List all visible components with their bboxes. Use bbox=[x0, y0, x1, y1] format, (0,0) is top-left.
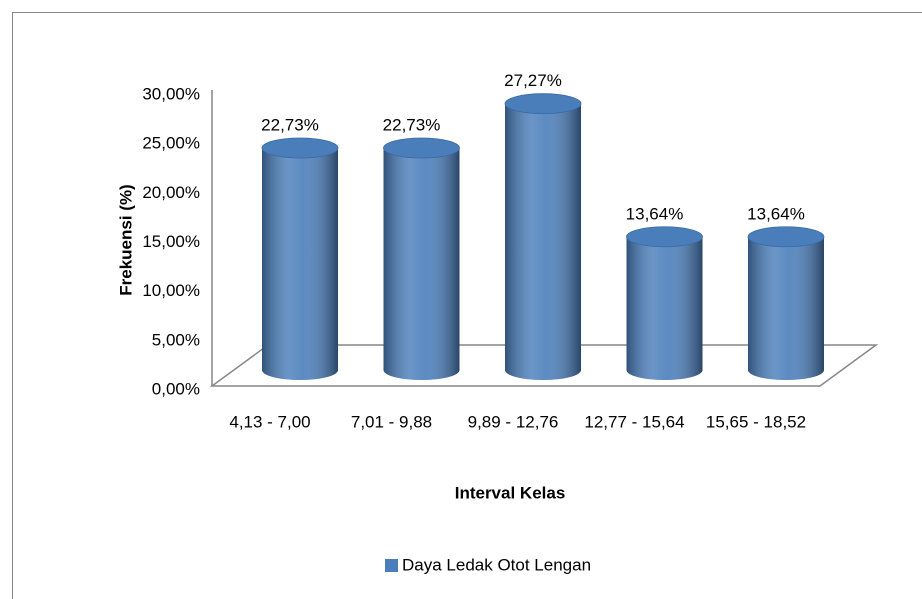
y-tick-label: 0,00% bbox=[152, 379, 200, 398]
data-label: 13,64% bbox=[747, 204, 805, 223]
legend-swatch bbox=[385, 559, 398, 572]
bar-top bbox=[261, 137, 339, 159]
y-tick-label: 10,00% bbox=[142, 281, 200, 300]
bar-shade bbox=[505, 103, 581, 381]
y-tick-label: 30,00% bbox=[142, 84, 200, 103]
x-tick-label: 9,89 - 12,76 bbox=[468, 412, 559, 431]
y-tick-label: 25,00% bbox=[142, 134, 200, 153]
y-tick-label: 5,00% bbox=[152, 330, 200, 349]
bar-top bbox=[747, 226, 825, 248]
data-label: 13,64% bbox=[626, 204, 684, 223]
data-label: 22,73% bbox=[383, 115, 441, 134]
data-label: 27,27% bbox=[504, 71, 562, 90]
legend-label: Daya Ledak Otot Lengan bbox=[402, 555, 591, 574]
bar-shade bbox=[262, 148, 338, 380]
y-tick-label: 20,00% bbox=[142, 183, 200, 202]
bar-top bbox=[504, 93, 582, 115]
y-axis-title: Frekuensi (%) bbox=[116, 184, 135, 295]
x-tick-label: 12,77 - 15,64 bbox=[584, 412, 684, 431]
bar-shade bbox=[383, 148, 460, 380]
data-label: 22,73% bbox=[261, 115, 319, 134]
x-tick-label: 15,65 - 18,52 bbox=[706, 412, 806, 431]
y-tick-label: 15,00% bbox=[142, 232, 200, 251]
bar-shade bbox=[748, 236, 824, 380]
bar-shade bbox=[626, 236, 703, 380]
x-tick-label: 4,13 - 7,00 bbox=[229, 412, 310, 431]
x-tick-label: 7,01 - 9,88 bbox=[351, 412, 432, 431]
bar-top bbox=[383, 137, 460, 159]
x-axis-title: Interval Kelas bbox=[455, 483, 566, 502]
bar-top bbox=[626, 226, 703, 248]
